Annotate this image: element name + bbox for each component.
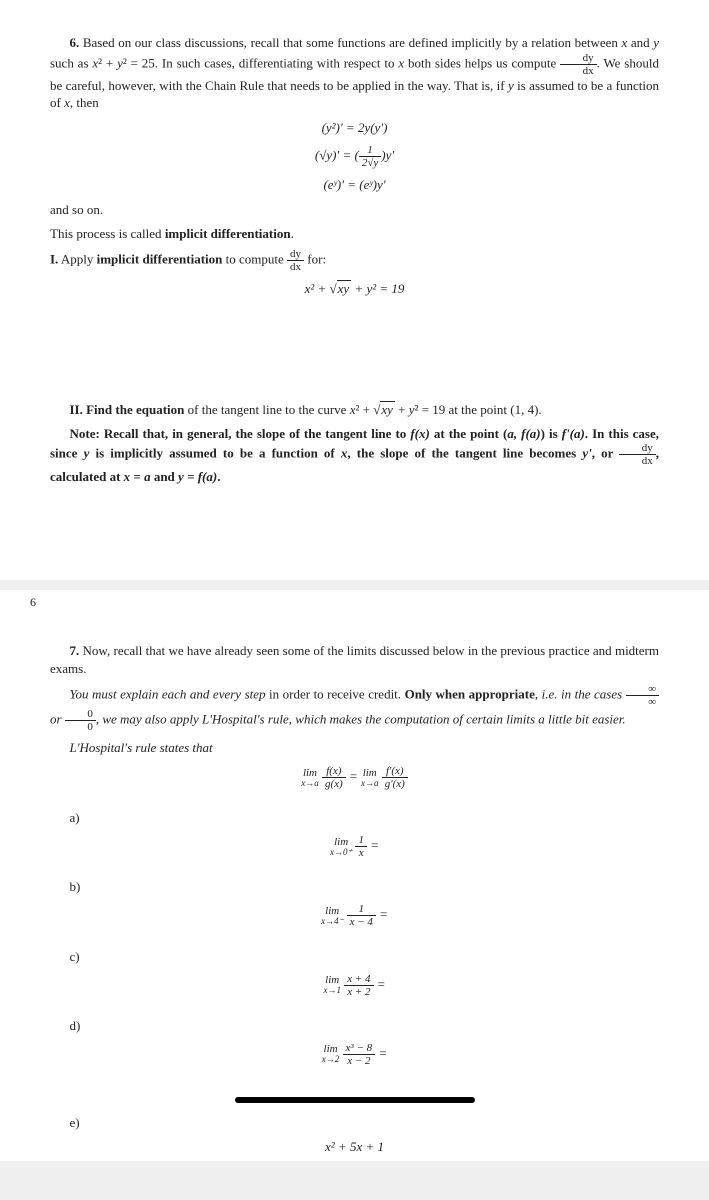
e-cut-text: x² + 5x + 1 (325, 1139, 384, 1151)
lim-d-sub: x→2 (322, 1055, 340, 1064)
page-number: 6 (30, 595, 36, 610)
lim-sub-2: x→a (361, 779, 379, 788)
a-den: x (355, 847, 367, 859)
lim-d: lim x→2 (322, 1044, 340, 1064)
b-num: 1 (347, 903, 376, 916)
part-a-label: a) (70, 810, 660, 826)
part-c-label: c) (70, 949, 660, 965)
frac-c: x + 4x + 2 (344, 973, 373, 998)
lim-word: lim (301, 768, 319, 779)
eq-y-squared: (y²)' = 2y(y') (50, 120, 659, 136)
eq2-left: (√y)' = ( (315, 147, 359, 162)
d-num: x³ − 8 (343, 1042, 376, 1055)
frac-d: x³ − 8x − 2 (343, 1042, 376, 1067)
b-den: x − 4 (347, 916, 376, 928)
bottom-bar (235, 1097, 475, 1103)
lim-c-sub: x→1 (323, 986, 341, 995)
note-block: Note: Recall that, in general, the slope… (50, 425, 659, 485)
part-b-label: b) (70, 879, 660, 895)
part-d-label: d) (70, 1018, 660, 1034)
part-c-eq: lim x→1 x + 4x + 2 = (50, 973, 659, 998)
lim-a-sub: x→0⁺ (330, 848, 352, 857)
spacer-1 (50, 305, 659, 395)
eq-sqrt-y: (√y)' = (12√y)y' (50, 144, 659, 169)
q6-number: 6. (70, 35, 80, 50)
part-e-eq-cut: x² + 5x + 1 (50, 1139, 659, 1151)
lim-a: lim x→0⁺ (330, 837, 352, 857)
part-ii: II. Find the equation of the tangent lin… (50, 401, 659, 419)
page-1: 6. Based on our class discussions, recal… (0, 0, 709, 580)
c-num: x + 4 (344, 973, 373, 986)
eq-e-y: (eʸ)' = (eʸ)y' (50, 177, 659, 193)
lim-sub: x→a (301, 779, 319, 788)
lim-right: lim x→a (361, 768, 379, 788)
part-d-eq: lim x→2 x³ − 8x − 2 = (50, 1042, 659, 1067)
part-e-label: e) (70, 1115, 660, 1131)
q6-intro: 6. Based on our class discussions, recal… (50, 34, 659, 112)
eq2-den: 2√y (359, 157, 381, 169)
d-den: x − 2 (343, 1055, 376, 1067)
lh-f2-num: f'(x) (382, 765, 408, 778)
lhospital-states: L'Hospital's rule states that (50, 739, 659, 757)
part-a-eq: lim x→0⁺ 1x = (50, 834, 659, 859)
q7-number: 7. (70, 643, 80, 658)
lh-f1-num: f(x) (322, 765, 346, 778)
q7-instructions: You must explain each and every step in … (50, 683, 659, 733)
lim-c: lim x→1 (323, 975, 341, 995)
frac-b: 1x − 4 (347, 903, 376, 928)
eq2-right: )y' (381, 147, 394, 162)
part-ii-label: II. Find the equation (70, 402, 185, 417)
part-i-label: I. (50, 252, 58, 267)
q7-intro: 7. Now, recall that we have already seen… (50, 642, 659, 677)
and-so-on: and so on. (50, 201, 659, 219)
lh-frac1: f(x)g(x) (322, 765, 346, 790)
a-num: 1 (355, 834, 367, 847)
part-b-eq: lim x→4⁻ 1x − 4 = (50, 903, 659, 928)
lh-frac2: f'(x)g'(x) (382, 765, 408, 790)
lh-f1-den: g(x) (322, 778, 346, 790)
part-i: I. Apply implicit differentiation to com… (50, 248, 659, 273)
implicit-def-line: This process is called implicit differen… (50, 225, 659, 243)
eq2-num: 1 (359, 144, 381, 157)
implicit-diff-term: implicit differentiation (165, 226, 291, 241)
eq-part-i: x² + xy + y² = 19 (50, 281, 659, 297)
lim-left: lim x→a (301, 768, 319, 788)
lh-equals: = (349, 769, 361, 784)
frac-a: 1x (355, 834, 367, 859)
lhospital-rule-eq: lim x→a f(x)g(x) = lim x→a f'(x)g'(x) (50, 765, 659, 790)
lh-f2-den: g'(x) (382, 778, 408, 790)
lim-word-2: lim (361, 768, 379, 779)
part-i-bold: implicit differentiation (97, 252, 223, 267)
page-2: 6 7. Now, recall that we have already se… (0, 590, 709, 1161)
c-den: x + 2 (344, 986, 373, 998)
lim-b: lim x→4⁻ (321, 906, 343, 926)
eq2-frac: 12√y (359, 144, 381, 169)
lim-b-sub: x→4⁻ (321, 917, 343, 926)
